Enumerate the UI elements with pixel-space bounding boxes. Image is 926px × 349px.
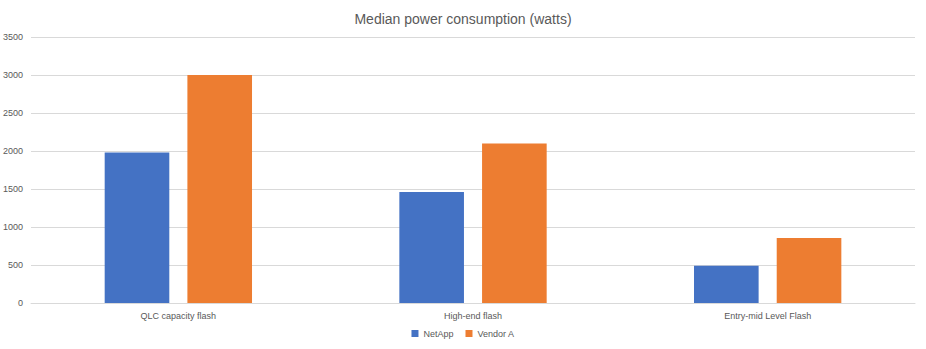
- svg-text:2500: 2500: [3, 108, 23, 118]
- svg-text:2000: 2000: [3, 146, 23, 156]
- svg-text:Vendor A: Vendor A: [477, 329, 514, 339]
- svg-text:3000: 3000: [3, 70, 23, 80]
- svg-text:500: 500: [8, 260, 23, 270]
- svg-text:NetApp: NetApp: [423, 329, 453, 339]
- svg-text:Median power consumption (watt: Median power consumption (watts): [354, 11, 571, 27]
- svg-text:1000: 1000: [3, 222, 23, 232]
- svg-text:1500: 1500: [3, 184, 23, 194]
- svg-text:Entry-mid Level Flash: Entry-mid Level Flash: [724, 311, 811, 321]
- svg-text:High-end flash: High-end flash: [444, 311, 502, 321]
- svg-text:3500: 3500: [3, 32, 23, 42]
- svg-text:QLC capacity flash: QLC capacity flash: [141, 311, 217, 321]
- svg-text:0: 0: [18, 298, 23, 308]
